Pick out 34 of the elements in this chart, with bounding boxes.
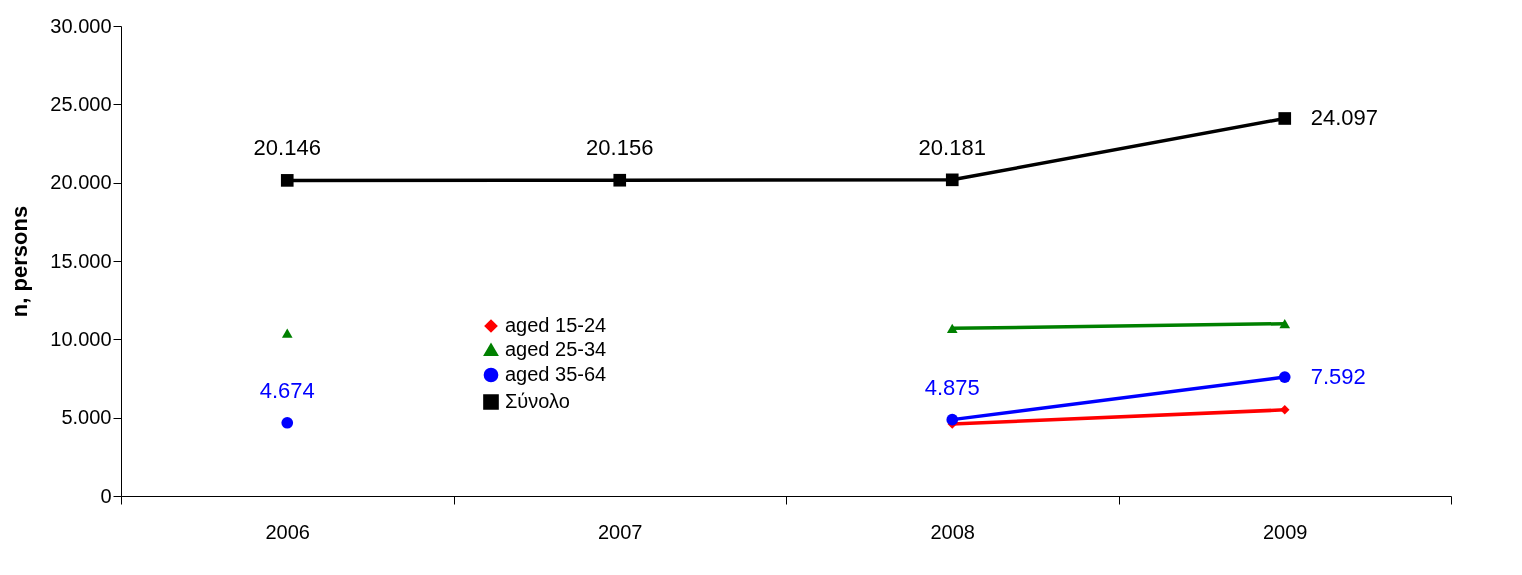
x-tick-label: 2007 bbox=[598, 520, 643, 543]
point bbox=[613, 173, 627, 187]
y-tick-label: 30.000 bbox=[50, 14, 112, 37]
point bbox=[1280, 405, 1290, 415]
legend-label: Σύνολο bbox=[505, 390, 570, 412]
data-label: 24.097 bbox=[1310, 105, 1379, 131]
point bbox=[280, 174, 294, 187]
legend-label: aged 25-34 bbox=[505, 338, 607, 360]
point bbox=[1278, 112, 1292, 125]
y-tick-label: 20.000 bbox=[50, 171, 112, 194]
point bbox=[1278, 371, 1291, 383]
point bbox=[281, 416, 294, 429]
x-tick-label: 2008 bbox=[930, 520, 975, 543]
y-tick-label: 5.000 bbox=[61, 406, 112, 429]
data-label: 7.592 bbox=[1310, 364, 1366, 390]
data-label: 4.674 bbox=[259, 377, 315, 403]
y-tick-label: 0 bbox=[100, 484, 112, 507]
y-tick-label: 15.000 bbox=[50, 249, 112, 272]
point bbox=[1279, 319, 1291, 329]
point bbox=[281, 328, 293, 338]
point bbox=[946, 323, 958, 333]
data-label: 4.875 bbox=[924, 374, 980, 400]
data-label: 20.146 bbox=[253, 135, 321, 161]
point bbox=[945, 173, 959, 187]
x-tick-label: 2009 bbox=[1263, 520, 1308, 543]
point bbox=[946, 413, 959, 426]
legend-label: aged 35-64 bbox=[505, 363, 607, 385]
data-label: 20.181 bbox=[918, 134, 986, 160]
y-axis-title: n, persons bbox=[7, 205, 33, 318]
x-tick-label: 2006 bbox=[265, 520, 310, 543]
y-tick-label: 10.000 bbox=[50, 327, 112, 350]
data-label: 20.156 bbox=[586, 135, 654, 161]
legend-label: aged 15-24 bbox=[505, 314, 607, 336]
y-tick-label: 25.000 bbox=[50, 92, 112, 115]
